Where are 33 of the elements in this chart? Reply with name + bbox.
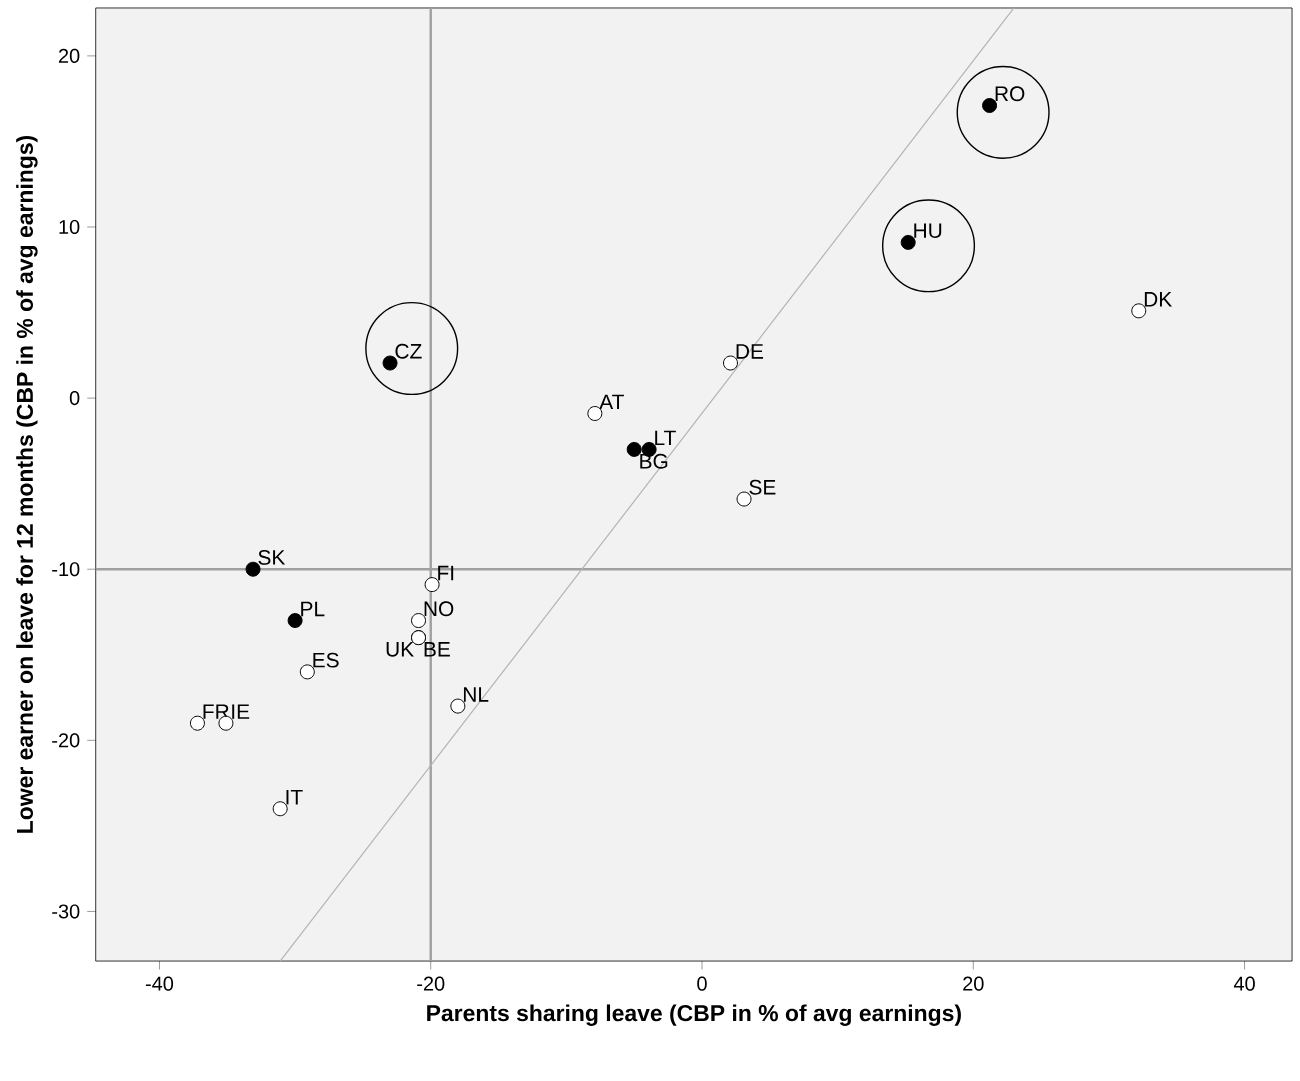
y-tick-label: 20 [58, 48, 80, 64]
x-axis-title: Parents sharing leave (CBP in % of avg earnings) [427, 1004, 961, 1027]
annotation: CZ [395, 343, 422, 359]
y-tick-label: 10 [59, 220, 80, 235]
annotation: FR [203, 704, 229, 719]
annotation: ES [313, 652, 339, 668]
x-tick-label: 0 [697, 976, 707, 991]
annotation: PL [301, 601, 325, 617]
x-tick-label: -40 [145, 976, 174, 991]
annotation: IT [286, 790, 303, 805]
annotation: FI [438, 566, 454, 581]
annotation: SE [749, 480, 776, 495]
y-tick-label: -10 [52, 562, 80, 577]
x-tick-label: -20 [417, 976, 445, 991]
y-tick-label: -30 [52, 904, 80, 919]
annotation: DK [1144, 292, 1172, 307]
y-tick-label: -20 [52, 733, 80, 748]
annotation: UK [386, 642, 414, 657]
annotation: IE [232, 704, 250, 719]
annotation: BG [640, 454, 668, 469]
annotation: HU [914, 223, 942, 239]
annotation: AT [599, 394, 624, 410]
annotation: SK [258, 550, 286, 565]
x-tick-label: 20 [963, 976, 984, 991]
y-tick-label: 0 [69, 391, 80, 406]
x-tick-label: 40 [1233, 976, 1255, 991]
annotation: BE [424, 642, 450, 657]
annotation: DE [736, 344, 764, 359]
annotation: LT [655, 430, 676, 446]
annotation: RO [995, 86, 1025, 102]
annotation: NO [424, 601, 454, 617]
y-axis-title: Lower earner on leave for 12 months (CBP in % of avg earnings) [16, 136, 38, 833]
annotation: NL [463, 687, 489, 702]
